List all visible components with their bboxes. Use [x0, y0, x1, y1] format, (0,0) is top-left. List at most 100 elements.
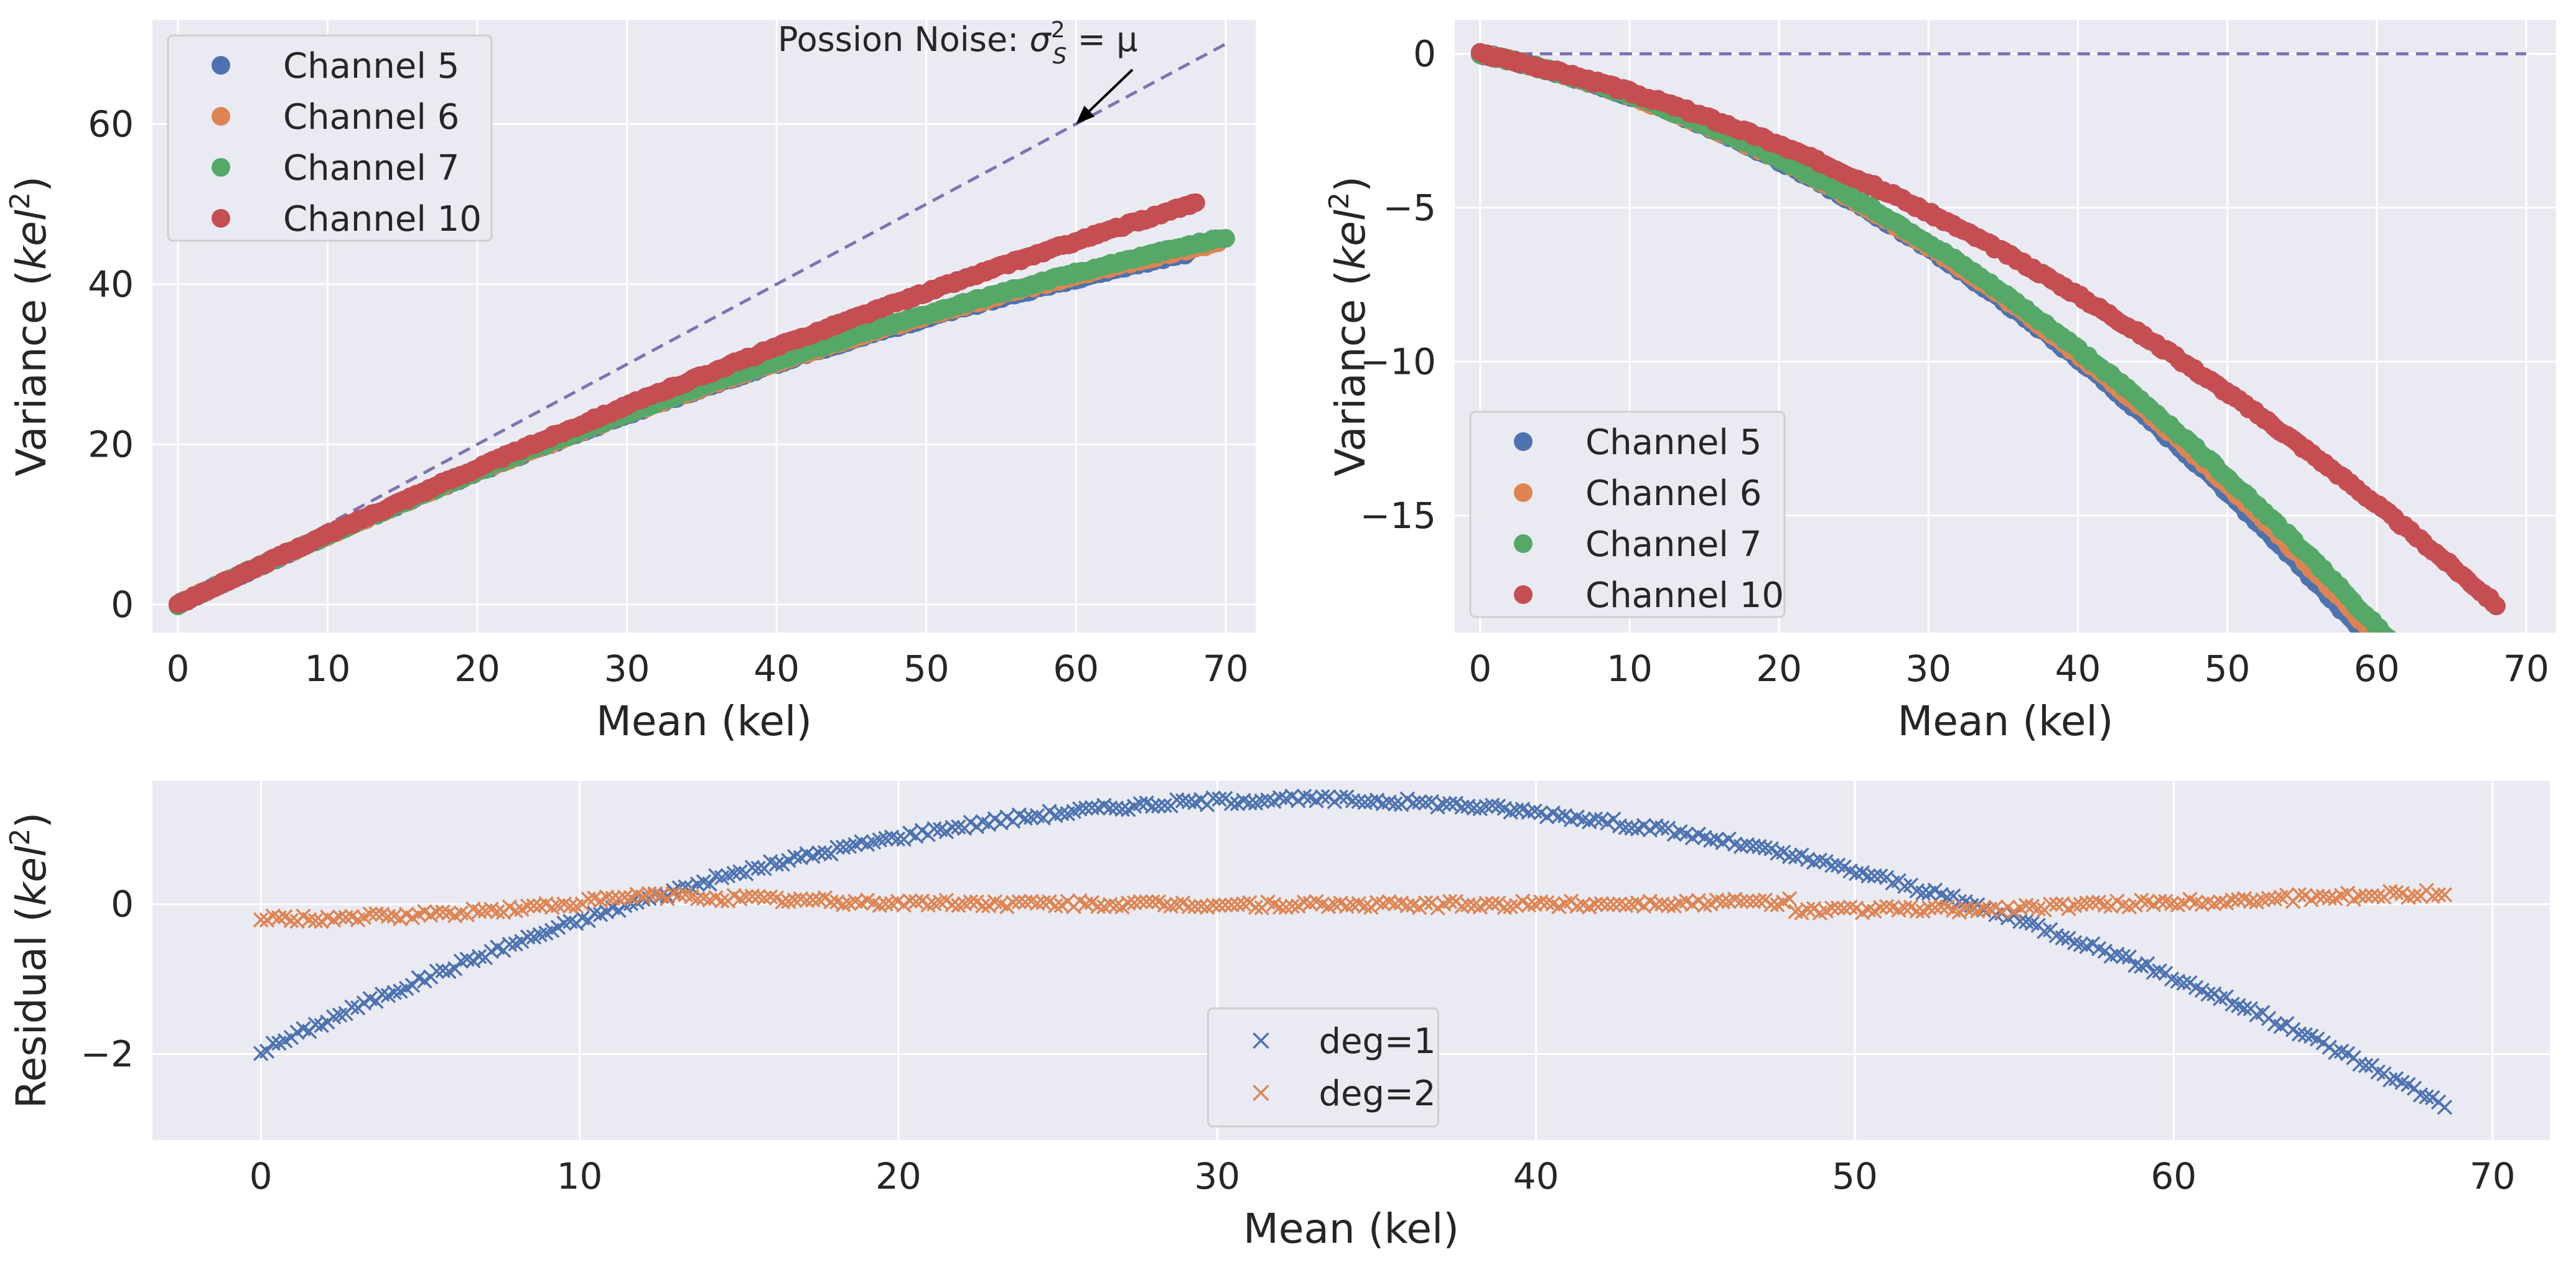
data-point [835, 839, 851, 855]
data-point [581, 891, 596, 907]
data-point [2458, 719, 2476, 738]
annotation-arrow [1080, 68, 1134, 120]
y-tick-label: 60 [88, 103, 134, 145]
data-point [1830, 900, 1846, 916]
data-point [2497, 764, 2516, 782]
data-point [2415, 671, 2434, 690]
data-point [562, 898, 578, 914]
data-point [2212, 894, 2228, 910]
x-tick-label: 30 [1194, 1155, 1240, 1197]
data-point [1181, 794, 1197, 810]
series-deg=2 [253, 883, 2453, 929]
data-point [2404, 682, 2422, 701]
data-point [1915, 885, 1931, 901]
data-point [2127, 957, 2143, 973]
data-point [775, 894, 790, 910]
data-point [1648, 896, 1664, 912]
data-point [975, 898, 991, 914]
data-point [2438, 697, 2457, 715]
x-tick-label: 40 [1513, 1155, 1559, 1197]
data-point [471, 949, 487, 965]
data-point [2291, 887, 2307, 903]
data-point [1223, 796, 1239, 812]
bottom-panel: 0 10 20 30 40 50 60 70 0 −2 Mean (kel) Residual (ke… [4, 781, 2550, 1253]
data-point [1248, 899, 1264, 915]
data-point [750, 889, 766, 904]
data-point [786, 849, 803, 865]
x-tick-label: 10 [557, 1155, 603, 1197]
data-point [2432, 715, 2451, 733]
data-point [768, 857, 785, 872]
data-point [1078, 800, 1094, 816]
data-point [2097, 897, 2113, 913]
data-point [2048, 896, 2065, 912]
data-point [1587, 896, 1603, 912]
x-axis-label: Mean (kel) [1897, 697, 2113, 745]
data-point [338, 909, 353, 926]
data-point [2322, 890, 2337, 906]
data-point [1587, 811, 1603, 827]
data-point [1327, 896, 1343, 912]
legend-box [1469, 411, 1786, 618]
legend-marker [212, 209, 230, 228]
data-point [1860, 868, 1876, 884]
data-point [945, 819, 960, 835]
data-point [435, 963, 450, 978]
data-point [2373, 623, 2392, 633]
data-point [1442, 894, 1458, 909]
legend-marker [212, 107, 230, 126]
legend-label: Channel 6 [1585, 473, 1762, 514]
data-point [2426, 707, 2445, 726]
legend-label: Channel 10 [283, 199, 482, 239]
data-point [1927, 899, 1943, 916]
x-tick-label: 40 [754, 648, 800, 690]
data-point [1053, 805, 1070, 822]
data-point [1442, 796, 1458, 812]
data-point [2224, 996, 2240, 1012]
data-point [2224, 892, 2240, 908]
data-point [2407, 686, 2425, 705]
data-point [2474, 749, 2493, 768]
data-point [2442, 700, 2460, 718]
plot-marks [168, 42, 1235, 616]
data-point [307, 913, 324, 929]
data-point [2382, 884, 2398, 899]
data-point [1035, 894, 1052, 911]
data-point [2145, 964, 2162, 980]
data-point [2291, 1026, 2307, 1042]
x-tick-label: 20 [875, 1155, 922, 1197]
data-point [1272, 790, 1288, 805]
data-point [1503, 899, 1518, 914]
data-point [301, 912, 317, 927]
data-point [817, 845, 833, 860]
annotation-text: Possion Noise: σ2 S = μ [778, 17, 1137, 69]
data-point [1921, 900, 1937, 916]
legend-label: deg=2 [1319, 1074, 1436, 1114]
data-point [1048, 898, 1063, 914]
data-point [259, 1043, 275, 1059]
x-tick-label: 70 [1203, 648, 1249, 690]
data-point [1849, 866, 1864, 881]
data-point [1551, 809, 1567, 824]
data-point [1272, 899, 1288, 915]
data-point [1412, 794, 1427, 810]
legend: Channel 5 Channel 6 Channel 7 Channel 10 [1469, 411, 1786, 618]
data-point [332, 909, 348, 925]
data-point [611, 891, 627, 906]
data-point [2486, 597, 2506, 616]
data-point [1757, 840, 1773, 856]
data-point [1145, 799, 1160, 814]
data-point [2480, 756, 2499, 775]
data-point [605, 891, 620, 906]
data-point [641, 886, 657, 901]
data-point [1466, 800, 1482, 816]
x-tick-label: 60 [2354, 648, 2400, 690]
data-point [2483, 763, 2502, 782]
data-point [811, 845, 827, 861]
x-tick-label: 70 [2470, 1155, 2516, 1197]
data-point [1157, 897, 1173, 913]
data-point [744, 860, 760, 875]
data-point [2139, 956, 2155, 972]
data-point [368, 906, 384, 922]
data-point [1157, 797, 1173, 814]
